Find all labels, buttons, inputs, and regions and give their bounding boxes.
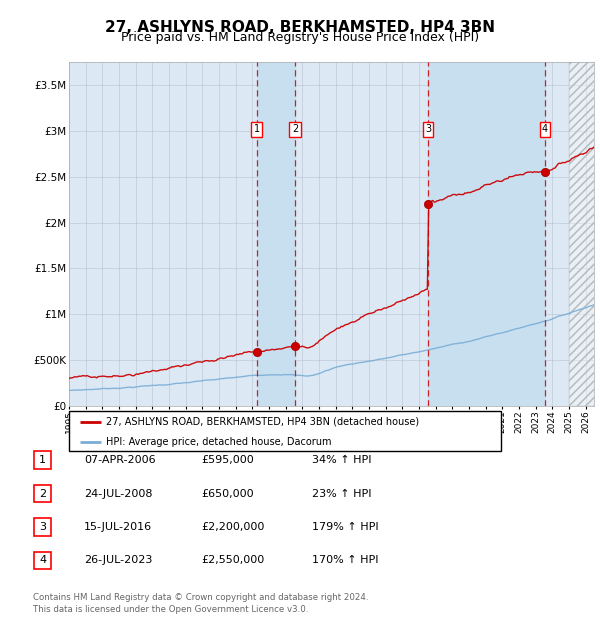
- Text: 3: 3: [425, 124, 431, 134]
- Text: 2: 2: [292, 124, 298, 134]
- Bar: [569, 62, 600, 406]
- Bar: [569, 62, 600, 406]
- Text: 4: 4: [542, 124, 548, 134]
- Text: £2,550,000: £2,550,000: [201, 556, 264, 565]
- Text: Contains HM Land Registry data © Crown copyright and database right 2024.
This d: Contains HM Land Registry data © Crown c…: [33, 593, 368, 614]
- Text: 07-APR-2006: 07-APR-2006: [84, 455, 155, 465]
- Text: 1: 1: [39, 455, 46, 465]
- Text: £2,200,000: £2,200,000: [201, 522, 265, 532]
- Text: £650,000: £650,000: [201, 489, 254, 498]
- Bar: [257, 62, 295, 406]
- Text: 23% ↑ HPI: 23% ↑ HPI: [312, 489, 371, 498]
- Text: 1: 1: [254, 124, 260, 134]
- Text: 24-JUL-2008: 24-JUL-2008: [84, 489, 152, 498]
- Text: Price paid vs. HM Land Registry's House Price Index (HPI): Price paid vs. HM Land Registry's House …: [121, 31, 479, 44]
- Text: 4: 4: [39, 556, 46, 565]
- Text: 3: 3: [39, 522, 46, 532]
- Bar: [428, 62, 545, 406]
- Text: 179% ↑ HPI: 179% ↑ HPI: [312, 522, 379, 532]
- Text: 170% ↑ HPI: 170% ↑ HPI: [312, 556, 379, 565]
- Text: 2: 2: [39, 489, 46, 498]
- Text: £595,000: £595,000: [201, 455, 254, 465]
- Text: 27, ASHLYNS ROAD, BERKHAMSTED, HP4 3BN (detached house): 27, ASHLYNS ROAD, BERKHAMSTED, HP4 3BN (…: [106, 417, 419, 427]
- Text: 27, ASHLYNS ROAD, BERKHAMSTED, HP4 3BN: 27, ASHLYNS ROAD, BERKHAMSTED, HP4 3BN: [105, 20, 495, 35]
- Text: 26-JUL-2023: 26-JUL-2023: [84, 556, 152, 565]
- Text: 15-JUL-2016: 15-JUL-2016: [84, 522, 152, 532]
- Text: 34% ↑ HPI: 34% ↑ HPI: [312, 455, 371, 465]
- Text: HPI: Average price, detached house, Dacorum: HPI: Average price, detached house, Daco…: [106, 438, 331, 448]
